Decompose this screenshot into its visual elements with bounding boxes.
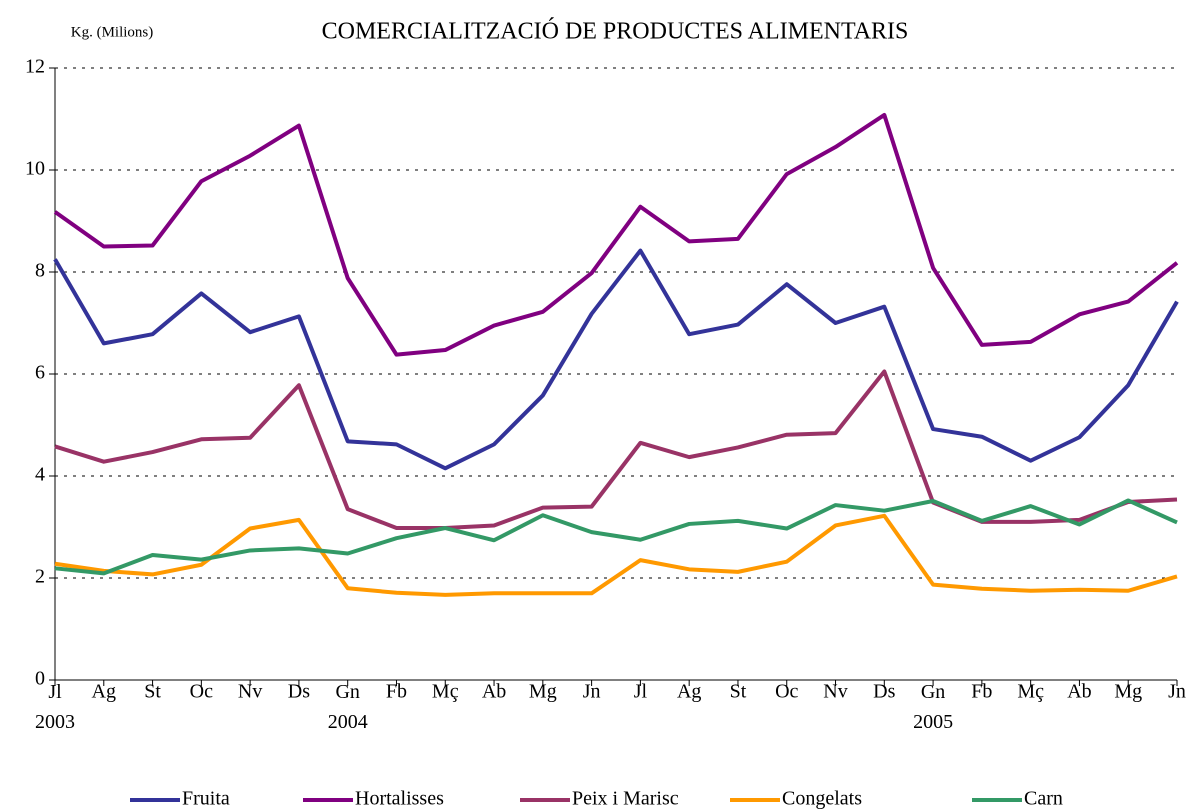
x-tick-label: Nv: [238, 681, 262, 703]
x-tick-label: Jn: [1168, 681, 1186, 703]
x-tick-label: Mg: [1114, 681, 1142, 703]
series-line: [54, 498, 1178, 576]
y-tick-label: 4: [35, 464, 45, 486]
legend-label: Fruita: [182, 788, 230, 810]
x-tick-label: Ag: [92, 681, 116, 703]
y-tick-label: 8: [35, 260, 45, 282]
x-tick-label: Nv: [823, 681, 847, 703]
x-tick-label-line: 2003: [35, 711, 75, 733]
chart-title: COMERCIALITZACIÓ DE PRODUCTES ALIMENTARI…: [322, 18, 909, 45]
x-tick-label-line: Gn: [335, 681, 359, 703]
x-tick-label: Gn 2004: [328, 681, 368, 733]
y-tick-label: 0: [35, 668, 45, 690]
series-line: [54, 369, 1178, 531]
x-tick-label-line: 2005: [913, 711, 953, 733]
x-tick-label: Jn: [583, 681, 601, 703]
y-axis-label: Kg. (Milions): [71, 24, 154, 40]
x-tick-label: St: [730, 681, 747, 703]
x-tick-label: Oc: [190, 681, 213, 703]
x-tick-label: St: [144, 681, 161, 703]
x-tick-label-line: Gn: [921, 681, 945, 703]
x-tick-label: Jl 2003: [35, 681, 75, 733]
x-tick-label-line: Jl: [48, 681, 62, 703]
legend-label: Hortalisses: [355, 788, 444, 810]
x-tick-label: Oc: [775, 681, 798, 703]
legend-label: Carn: [1024, 788, 1063, 810]
x-tick-label: Gn 2005: [913, 681, 953, 733]
legend-label: Peix i Marisc: [572, 788, 679, 810]
x-tick-label: Mç: [432, 681, 459, 703]
x-tick-label: Ds: [288, 681, 310, 703]
y-tick-label: 12: [25, 56, 45, 78]
x-tick-label: Ab: [1067, 681, 1091, 703]
x-tick-label: Ab: [482, 681, 506, 703]
x-tick-label: Jl: [634, 681, 648, 703]
x-tick-label: Mç: [1017, 681, 1044, 703]
x-tick-label: Fb: [386, 681, 407, 703]
x-tick-label: Fb: [971, 681, 992, 703]
y-tick-label: 6: [35, 362, 45, 384]
x-tick-label: Ag: [677, 681, 701, 703]
x-tick-label: Ds: [873, 681, 895, 703]
series-line: [53, 248, 1179, 471]
series-line: [54, 513, 1178, 597]
y-tick-label: 10: [25, 158, 45, 180]
y-tick-label: 2: [35, 566, 45, 588]
x-tick-label: Mg: [529, 681, 557, 703]
x-tick-label-line: 2004: [328, 711, 368, 733]
legend-label: Congelats: [782, 788, 862, 810]
series-line: [53, 112, 1179, 357]
